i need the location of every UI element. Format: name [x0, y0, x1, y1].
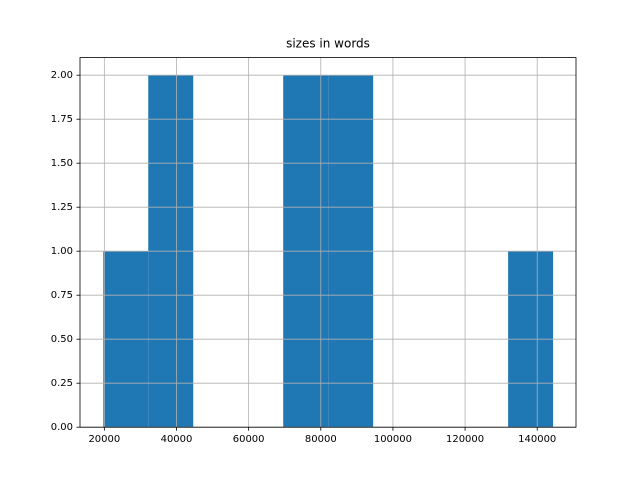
y-tick-label: 1.25: [51, 202, 73, 213]
x-tick-label: 140000: [518, 434, 556, 445]
axes-frame: [79, 57, 577, 428]
chart-title: sizes in words: [286, 37, 370, 51]
x-tick-label: 20000: [88, 434, 120, 445]
x-tick-label: 120000: [446, 434, 484, 445]
y-tick-label: 2.00: [51, 70, 73, 81]
x-tick-label: 60000: [233, 434, 265, 445]
y-tick-label: 0.50: [51, 334, 73, 345]
y-tick-label: 1.75: [51, 114, 73, 125]
x-tick-label: 100000: [374, 434, 412, 445]
y-tick-label: 1.00: [51, 246, 73, 257]
x-tick-label: 40000: [161, 434, 193, 445]
y-tick-label: 0.00: [51, 422, 73, 433]
y-tick-label: 0.75: [51, 290, 73, 301]
x-tick-label: 80000: [305, 434, 337, 445]
y-tick-label: 1.50: [51, 158, 73, 169]
y-tick-label: 0.25: [51, 378, 73, 389]
